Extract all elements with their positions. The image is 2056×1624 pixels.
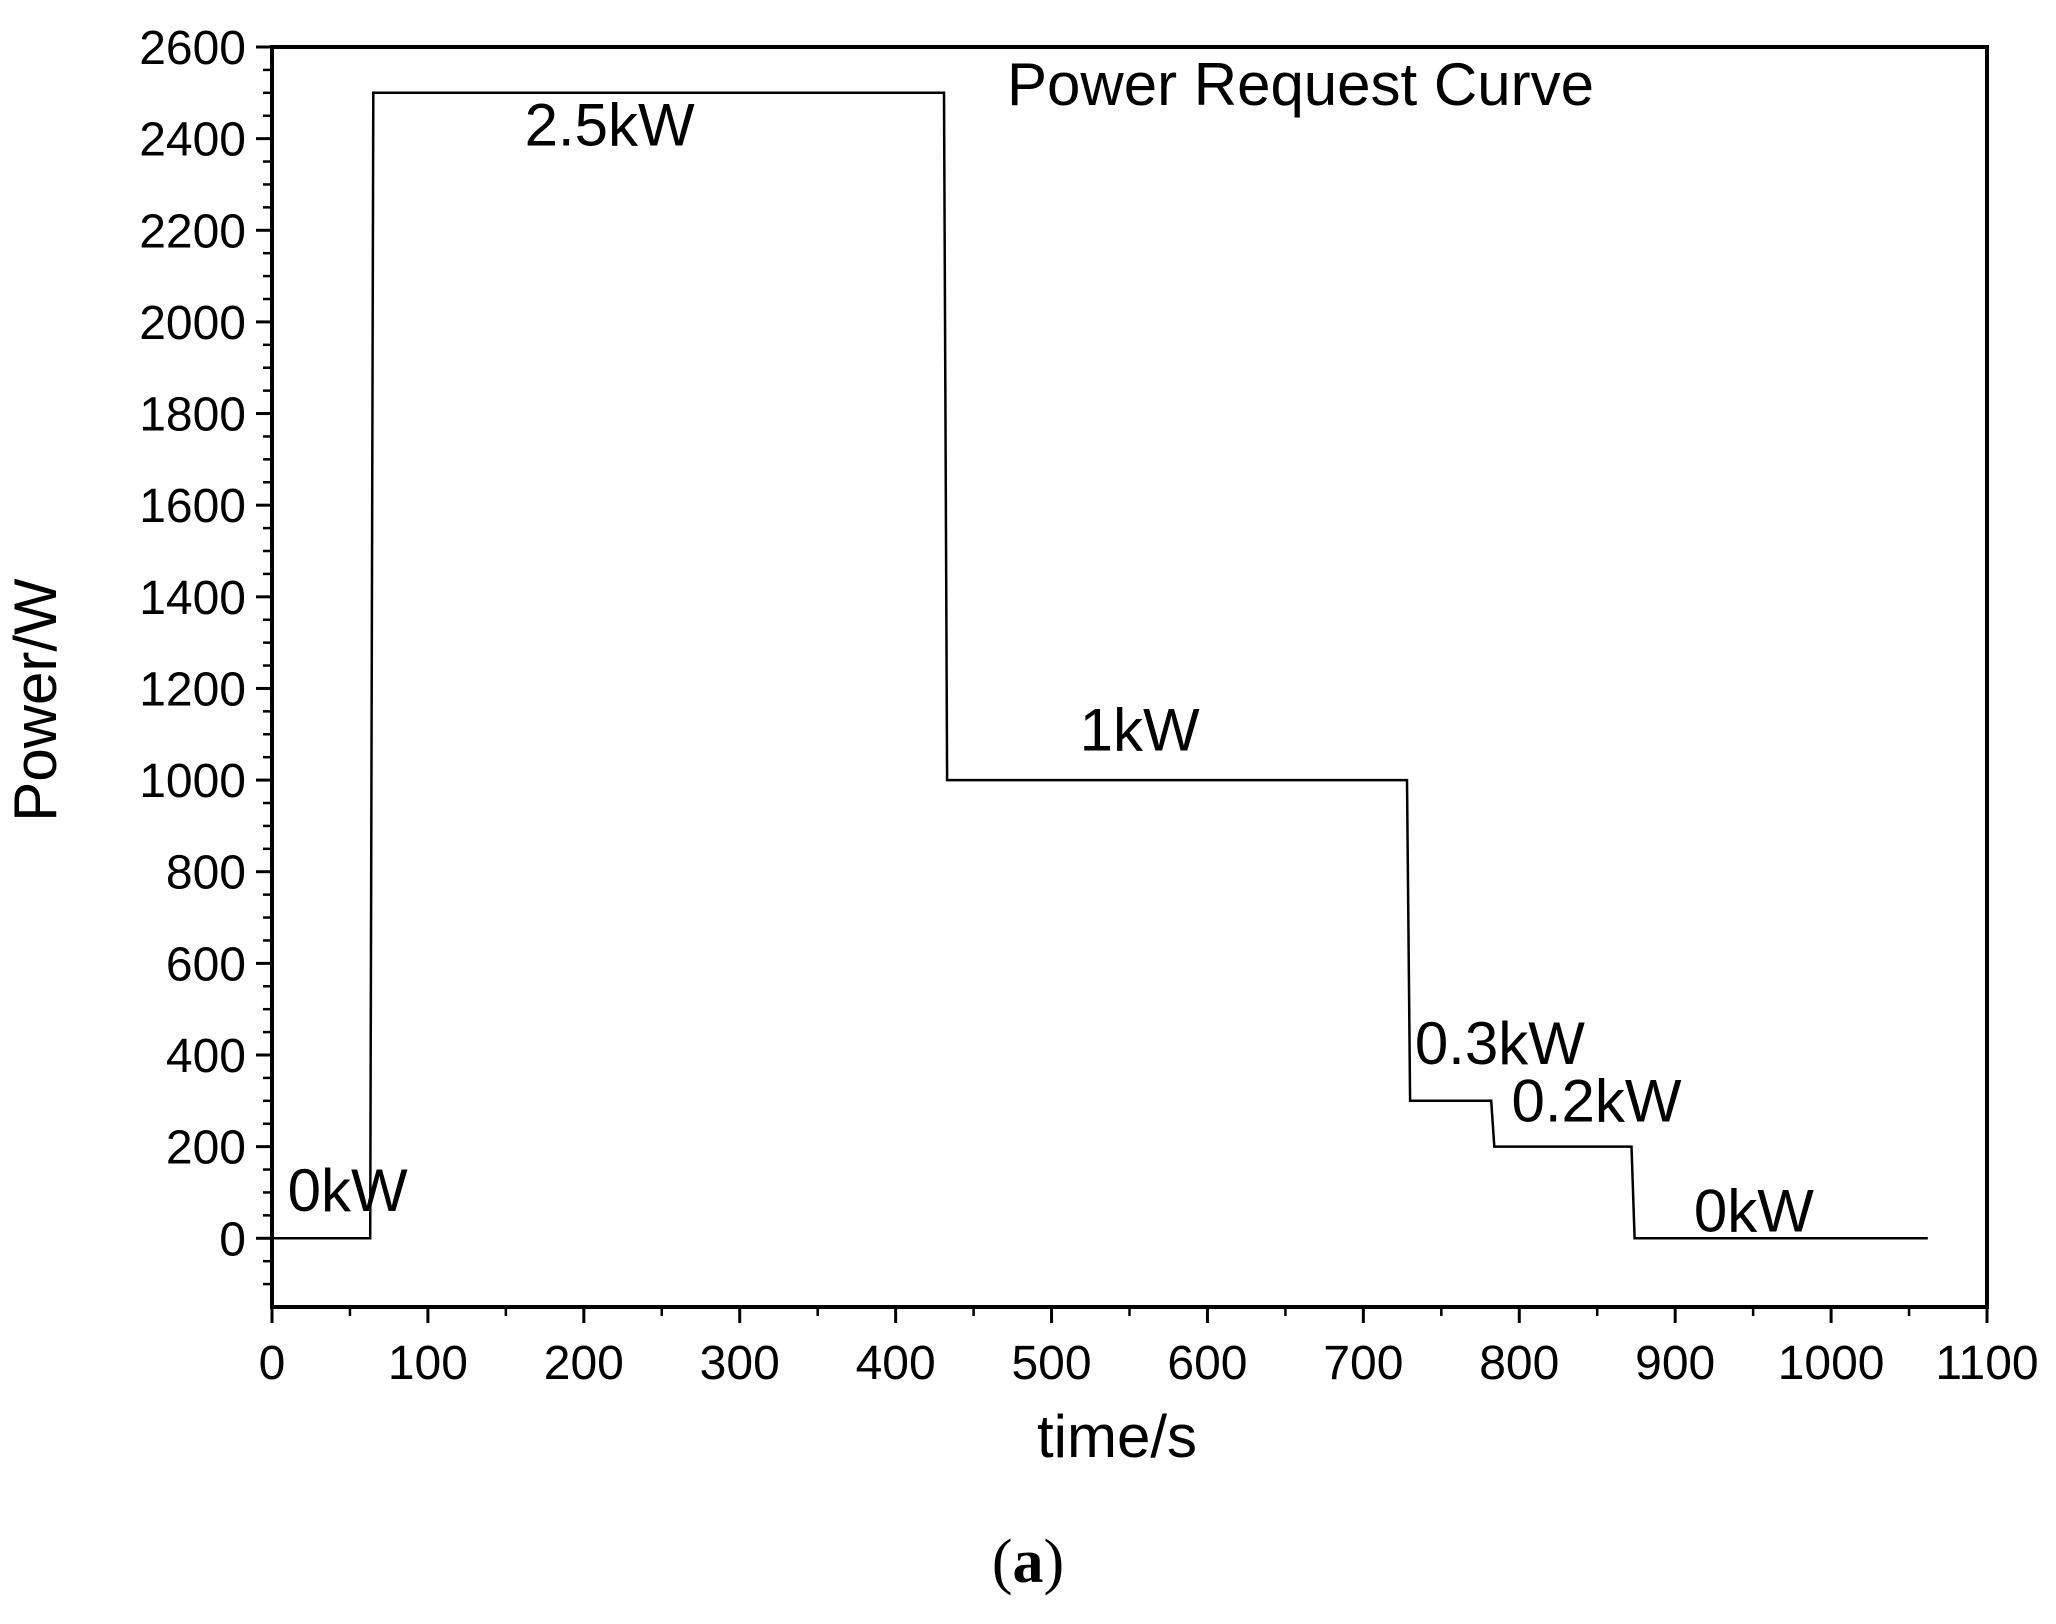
- power-series-line: [272, 91, 1928, 1240]
- y-tick-label: 800: [166, 847, 246, 900]
- y-tick-label: 2200: [139, 205, 246, 258]
- x-tick-label: 700: [1323, 1337, 1403, 1390]
- caption-letter: a: [1013, 1528, 1044, 1596]
- x-tick-label: 300: [700, 1337, 780, 1390]
- figure-caption: (a): [992, 1528, 1064, 1596]
- x-tick-label: 900: [1635, 1337, 1715, 1390]
- x-tick-label: 0: [259, 1337, 286, 1390]
- y-tick-label: 2400: [139, 114, 246, 167]
- x-tick-label: 200: [544, 1337, 624, 1390]
- step-annotation: 0.3kW: [1415, 1010, 1585, 1077]
- y-axis-label: Power/W: [2, 578, 69, 822]
- caption-open-paren: (: [992, 1528, 1013, 1596]
- x-tick-label: 100: [388, 1337, 468, 1390]
- x-tick-label: 600: [1167, 1337, 1247, 1390]
- plot-frame: [270, 45, 1989, 1309]
- y-tick-label: 2000: [139, 297, 246, 350]
- x-tick-label: 1100: [1935, 1337, 2038, 1390]
- y-tick-label: 1400: [139, 572, 246, 625]
- step-annotation: 0.2kW: [1511, 1067, 1681, 1134]
- step-annotation: 0kW: [1694, 1177, 1814, 1244]
- y-tick-label: 0: [219, 1213, 246, 1266]
- step-annotation: 0kW: [288, 1157, 408, 1224]
- chart-title: Power Request Curve: [1007, 51, 1594, 118]
- x-tick-label: 400: [856, 1337, 936, 1390]
- y-tick-label: 2600: [139, 22, 246, 75]
- y-tick-label: 200: [166, 1122, 246, 1175]
- y-tick-label: 1600: [139, 480, 246, 533]
- y-tick-label: 1200: [139, 663, 246, 716]
- y-tick-label: 600: [166, 938, 246, 991]
- caption-close-paren: ): [1044, 1528, 1065, 1596]
- x-tick-label: 1000: [1778, 1337, 1885, 1390]
- y-tick-label: 1000: [139, 755, 246, 808]
- step-annotation: 2.5kW: [525, 92, 695, 159]
- step-annotation: 1kW: [1080, 696, 1200, 763]
- x-axis-ticks: 0 100 200 300 400 500 600 700 800 900 1000 1100: [259, 1307, 2039, 1390]
- x-tick-label: 800: [1479, 1337, 1559, 1390]
- x-tick-label: 500: [1011, 1337, 1091, 1390]
- y-tick-label: 1800: [139, 389, 246, 442]
- x-axis-label: time/s: [1037, 1403, 1197, 1470]
- y-axis-ticks: 0 200 400 600 800 1000 1200 1400 1600 1800 2000 220…: [139, 22, 272, 1286]
- y-tick-label: 400: [166, 1030, 246, 1083]
